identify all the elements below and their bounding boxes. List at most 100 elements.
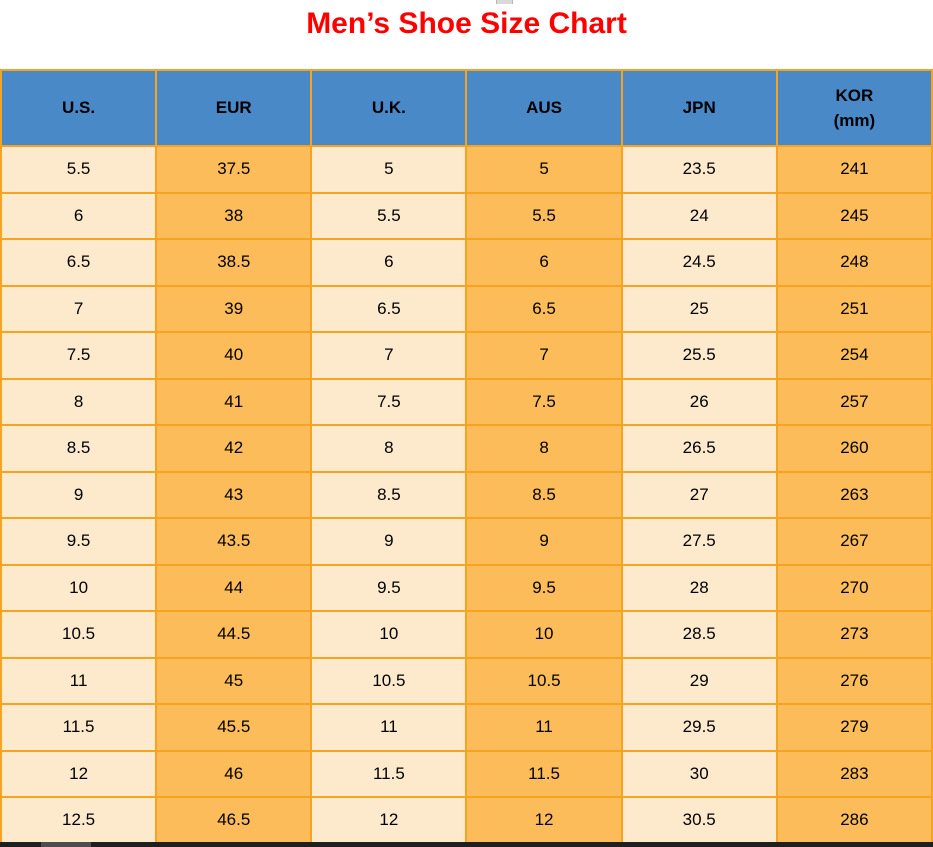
- table-row: 10 44 9.5 9.5 28 270: [0, 563, 933, 612]
- size-cell: 39: [155, 284, 313, 333]
- size-cell: 11.5: [0, 703, 158, 752]
- size-cell: 41: [155, 377, 313, 426]
- size-cell: 11.5: [465, 749, 623, 798]
- size-cell: 29.5: [620, 703, 778, 752]
- size-cell: 30: [620, 749, 778, 798]
- size-cell: 38: [155, 191, 313, 240]
- size-cell: 7.5: [0, 331, 158, 380]
- size-cell: 8.5: [465, 470, 623, 519]
- size-cell: 8: [0, 377, 158, 426]
- size-cell: 8.5: [310, 470, 468, 519]
- size-cell: 9: [310, 517, 468, 566]
- size-cell: 254: [775, 331, 933, 380]
- size-cell: 248: [775, 238, 933, 287]
- size-cell: 7: [465, 331, 623, 380]
- size-cell: 12: [310, 796, 468, 845]
- table-row: 10.5 44.5 10 10 28.5 273: [0, 610, 933, 659]
- horizontal-scrollbar[interactable]: [0, 842, 933, 847]
- table-row: 6 38 5.5 5.5 24 245: [0, 191, 933, 240]
- size-cell: 8.5: [0, 424, 158, 473]
- scrollbar-thumb[interactable]: [41, 842, 91, 847]
- size-cell: 27: [620, 470, 778, 519]
- size-cell: 12: [465, 796, 623, 845]
- size-cell: 263: [775, 470, 933, 519]
- table-row: 5.5 37.5 5 5 23.5 241: [0, 145, 933, 194]
- column-header-eur: EUR: [155, 69, 313, 147]
- size-cell: 5: [310, 145, 468, 194]
- table-row: 12 46 11.5 11.5 30 283: [0, 749, 933, 798]
- size-cell: 9: [465, 517, 623, 566]
- size-cell: 10.5: [310, 656, 468, 705]
- kor-label: KOR: [835, 85, 874, 105]
- size-cell: 24: [620, 191, 778, 240]
- size-cell: 43.5: [155, 517, 313, 566]
- size-cell: 44.5: [155, 610, 313, 659]
- size-cell: 245: [775, 191, 933, 240]
- table-row: 12.5 46.5 12 12 30.5 286: [0, 796, 933, 845]
- table-row: 9 43 8.5 8.5 27 263: [0, 470, 933, 519]
- size-cell: 10.5: [0, 610, 158, 659]
- size-cell: 28: [620, 563, 778, 612]
- size-cell: 9.5: [465, 563, 623, 612]
- shoe-size-table: U.S. EUR U.K. AUS JPN KOR (mm) 5.5 37.5 5 5…: [0, 69, 933, 845]
- table-row: 8.5 42 8 8 26.5 260: [0, 424, 933, 473]
- size-cell: 11: [0, 656, 158, 705]
- size-cell: 27.5: [620, 517, 778, 566]
- size-cell: 24.5: [620, 238, 778, 287]
- size-cell: 28.5: [620, 610, 778, 659]
- size-cell: 42: [155, 424, 313, 473]
- table-row: 11.5 45.5 11 11 29.5 279: [0, 703, 933, 752]
- table-row: 6.5 38.5 6 6 24.5 248: [0, 238, 933, 287]
- size-cell: 6: [465, 238, 623, 287]
- size-cell: 267: [775, 517, 933, 566]
- size-cell: 9: [0, 470, 158, 519]
- size-cell: 9.5: [310, 563, 468, 612]
- size-cell: 8: [465, 424, 623, 473]
- size-cell: 257: [775, 377, 933, 426]
- size-cell: 6.5: [465, 284, 623, 333]
- size-cell: 6.5: [0, 238, 158, 287]
- size-cell: 260: [775, 424, 933, 473]
- size-cell: 241: [775, 145, 933, 194]
- size-cell: 270: [775, 563, 933, 612]
- table-row: 7.5 40 7 7 25.5 254: [0, 331, 933, 380]
- top-edge-artifact: [496, 0, 513, 4]
- size-cell: 276: [775, 656, 933, 705]
- table-row: 7 39 6.5 6.5 25 251: [0, 284, 933, 333]
- size-cell: 11.5: [310, 749, 468, 798]
- size-cell: 30.5: [620, 796, 778, 845]
- size-cell: 37.5: [155, 145, 313, 194]
- size-cell: 6: [0, 191, 158, 240]
- size-cell: 46.5: [155, 796, 313, 845]
- size-cell: 286: [775, 796, 933, 845]
- size-cell: 5.5: [465, 191, 623, 240]
- size-cell: 7: [310, 331, 468, 380]
- size-cell: 5: [465, 145, 623, 194]
- size-cell: 10: [465, 610, 623, 659]
- size-cell: 10.5: [465, 656, 623, 705]
- size-cell: 26: [620, 377, 778, 426]
- size-cell: 44: [155, 563, 313, 612]
- size-cell: 7: [0, 284, 158, 333]
- column-header-kor: KOR (mm): [775, 69, 933, 147]
- page-title: Men’s Shoe Size Chart: [306, 7, 627, 40]
- size-cell: 11: [310, 703, 468, 752]
- table-row: 8 41 7.5 7.5 26 257: [0, 377, 933, 426]
- size-cell: 12: [0, 749, 158, 798]
- size-cell: 8: [310, 424, 468, 473]
- size-cell: 7.5: [310, 377, 468, 426]
- size-cell: 26.5: [620, 424, 778, 473]
- size-cell: 45.5: [155, 703, 313, 752]
- size-cell: 12.5: [0, 796, 158, 845]
- column-header-uk: U.K.: [310, 69, 468, 147]
- size-cell: 279: [775, 703, 933, 752]
- size-cell: 6: [310, 238, 468, 287]
- size-cell: 273: [775, 610, 933, 659]
- size-cell: 23.5: [620, 145, 778, 194]
- column-header-jpn: JPN: [620, 69, 778, 147]
- size-cell: 10: [310, 610, 468, 659]
- size-cell: 11: [465, 703, 623, 752]
- size-cell: 40: [155, 331, 313, 380]
- size-cell: 5.5: [310, 191, 468, 240]
- size-table-body: 5.5 37.5 5 5 23.5 241 6 38 5.5 5.5 24 245 6.5 38.5 6 6 2…: [0, 145, 933, 845]
